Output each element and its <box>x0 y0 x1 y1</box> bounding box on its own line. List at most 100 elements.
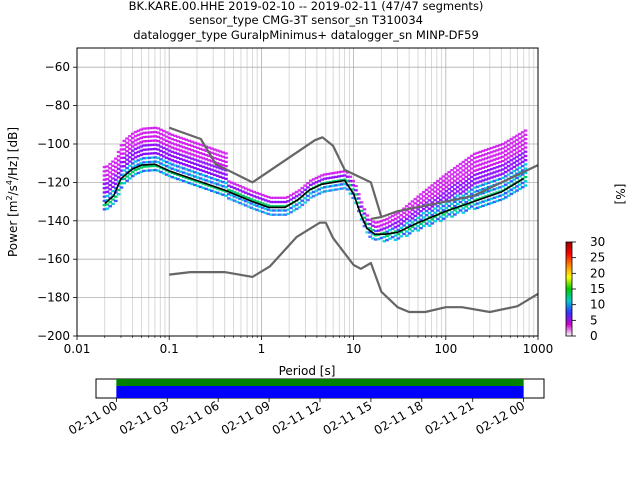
heatmap-cell <box>498 169 502 172</box>
heatmap-cell <box>509 142 514 145</box>
heatmap-cell <box>122 181 127 185</box>
heatmap-cell <box>198 185 203 189</box>
heatmap-cell <box>523 167 528 170</box>
heatmap-cell <box>184 163 189 167</box>
heatmap-cell <box>441 179 446 182</box>
heatmap-cell <box>142 169 146 173</box>
heatmap-cell <box>184 138 189 141</box>
heatmap-cell <box>475 151 480 155</box>
heatmap-cell <box>368 222 372 226</box>
heatmap-cell <box>506 169 511 172</box>
heatmap-cell <box>520 181 525 185</box>
heatmap-cell <box>323 190 327 193</box>
heatmap-cell <box>495 199 500 203</box>
heatmap-cell <box>173 168 177 171</box>
heatmap-cell <box>232 182 237 185</box>
heatmap-cell <box>430 201 435 204</box>
heatmap-cell <box>438 181 443 185</box>
heatmap-cell <box>424 209 429 213</box>
heatmap-cell <box>266 200 271 203</box>
heatmap-cell <box>164 139 169 143</box>
heatmap-cell <box>348 175 353 178</box>
heatmap-cell <box>243 204 248 207</box>
heatmap-cell <box>215 183 220 186</box>
heatmap-cell <box>331 176 336 179</box>
heatmap-cell <box>111 194 115 197</box>
heatmap-cell <box>116 167 121 171</box>
heatmap-cell <box>252 203 257 206</box>
heatmap-cell <box>181 141 186 145</box>
heatmap-cell <box>176 156 180 160</box>
y-tick-label: −60 <box>45 60 70 74</box>
heatmap-cell <box>201 182 206 185</box>
heatmap-cell <box>195 142 200 145</box>
heatmap-cell <box>486 173 491 176</box>
heatmap-cell <box>119 152 124 155</box>
heatmap-cell <box>467 177 471 181</box>
heatmap-cell <box>427 186 432 189</box>
heatmap-cell <box>221 168 225 171</box>
heatmap-cell <box>475 177 480 180</box>
heatmap-cell <box>159 153 163 157</box>
heatmap-cell <box>368 218 372 221</box>
heatmap-cell <box>489 163 494 167</box>
heatmap-cell <box>204 170 209 174</box>
heatmap-cell <box>484 153 488 156</box>
heatmap-cell <box>308 183 313 187</box>
heatmap-cell <box>190 161 194 165</box>
heatmap-cell <box>399 218 403 221</box>
x-axis-label: Period [s] <box>279 364 336 378</box>
heatmap-cell <box>258 192 262 196</box>
heatmap-cell <box>173 164 177 167</box>
heatmap-cell <box>438 207 443 210</box>
heatmap-cell <box>461 186 466 189</box>
heatmap-cell <box>187 164 192 168</box>
heatmap-cell <box>119 148 124 151</box>
heatmap-cell <box>427 211 432 215</box>
heatmap-cell <box>486 202 491 206</box>
heatmap-cell <box>238 197 242 201</box>
heatmap-cell <box>204 162 209 165</box>
heatmap-cell <box>503 149 508 153</box>
x-tick-label: 1 <box>258 342 266 356</box>
heatmap-cell <box>130 170 135 173</box>
heatmap-cell <box>419 222 423 226</box>
heatmap-cell <box>453 171 457 174</box>
heatmap-cell <box>170 150 175 153</box>
heatmap-cell <box>340 187 344 190</box>
heatmap-cell <box>503 166 508 169</box>
heatmap-cell <box>204 187 209 191</box>
heatmap-cell <box>114 187 118 190</box>
heatmap-cell <box>133 173 138 176</box>
heatmap-cell <box>156 156 160 160</box>
heatmap-cell <box>492 162 497 166</box>
heatmap-cell <box>461 181 466 185</box>
heatmap-cell <box>212 152 217 155</box>
heatmap-cell <box>139 132 144 135</box>
heatmap-cell <box>116 159 121 162</box>
heatmap-cell <box>272 196 276 199</box>
y-tick-label: −100 <box>37 137 70 151</box>
heatmap-cell <box>441 196 446 199</box>
heatmap-cell <box>128 160 132 163</box>
heatmap-cell <box>128 177 132 180</box>
heatmap-cell <box>235 188 240 191</box>
heatmap-cell <box>204 149 209 153</box>
heatmap-cell <box>150 126 155 130</box>
heatmap-cell <box>388 237 392 240</box>
heatmap-cell <box>125 141 129 144</box>
heatmap-cell <box>345 188 350 191</box>
heatmap-cell <box>280 196 285 199</box>
heatmap-cell <box>125 154 129 157</box>
heatmap-cell <box>489 197 494 200</box>
heatmap-cell <box>111 198 115 201</box>
heatmap-cell <box>359 218 364 221</box>
heatmap-cell <box>453 188 457 191</box>
heatmap-cell <box>478 180 483 183</box>
heatmap-cell <box>227 188 231 192</box>
heatmap-cell <box>283 213 288 216</box>
heatmap-cell <box>509 167 514 170</box>
heatmap-cell <box>116 150 121 154</box>
heatmap-cell <box>145 165 149 168</box>
